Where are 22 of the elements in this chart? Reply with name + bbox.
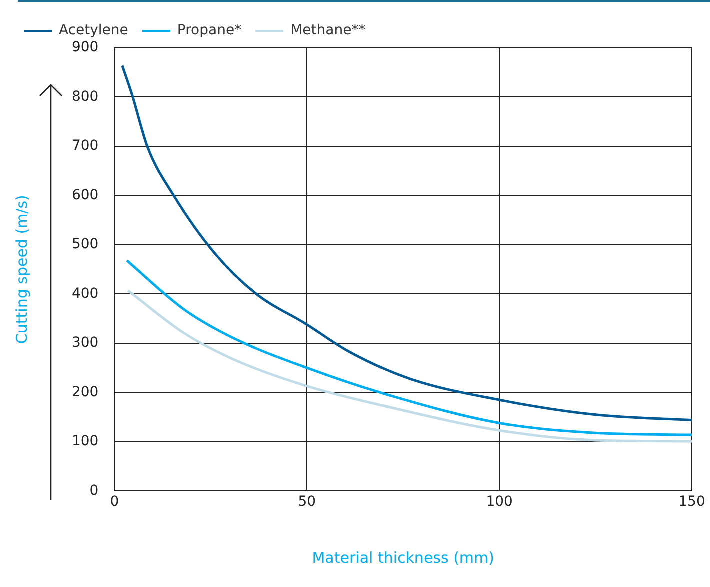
x-axis-title: Material thickness (mm)	[312, 548, 494, 567]
y-tick-label: 600	[72, 187, 99, 204]
legend-label: Acetylene	[59, 22, 128, 39]
y-tick-label: 800	[72, 88, 99, 105]
y-tick-label: 0	[90, 482, 99, 499]
y-tick-label: 900	[72, 40, 99, 56]
x-tick-label: 0	[110, 494, 120, 510]
legend-label: Methane**	[290, 22, 366, 39]
line-series	[126, 290, 692, 443]
y-tick-label: 400	[72, 286, 99, 302]
x-tick-label: 100	[486, 494, 513, 510]
y-tick-label: 700	[72, 138, 99, 154]
legend-label: Propane*	[177, 22, 242, 39]
x-tick-label: 50	[298, 494, 316, 510]
y-tick-label: 300	[72, 335, 99, 352]
y-tick-label: 200	[72, 384, 99, 400]
y-tick-label: 100	[72, 434, 99, 450]
y-axis-title: Cutting speed (m/s)	[12, 195, 31, 344]
x-tick-label: 150	[678, 494, 706, 510]
y-tick-label: 500	[72, 236, 99, 253]
line-series	[121, 64, 692, 422]
line-series	[126, 259, 692, 436]
